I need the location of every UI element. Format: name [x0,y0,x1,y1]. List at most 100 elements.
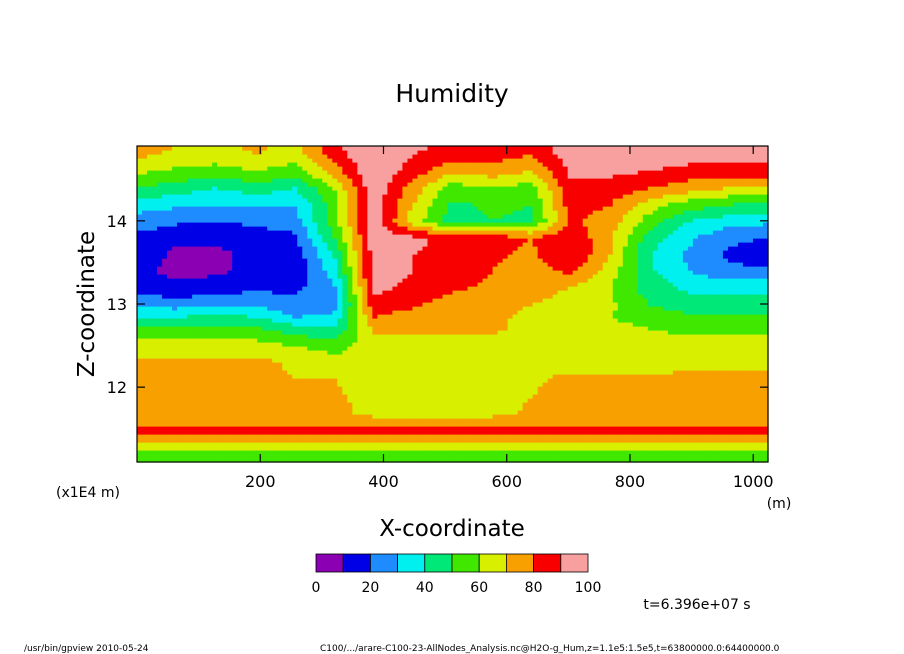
contour-cell [142,362,148,367]
contour-cell [562,398,569,403]
contour-cell [522,450,529,455]
contour-cell [137,378,143,383]
contour-cell [267,366,273,371]
contour-cell [192,438,198,443]
contour-cell [412,374,419,379]
contour-cell [757,310,764,315]
contour-cell [562,394,569,399]
contour-cell [382,342,388,347]
contour-cell [292,434,298,439]
contour-cell [272,414,278,419]
contour-cell [262,414,268,419]
contour-cell [342,358,348,363]
contour-cell [487,394,494,399]
contour-cell [702,326,709,331]
contour-cell [712,326,719,331]
contour-cell [472,430,479,435]
contour-cell [137,386,143,391]
contour-cell [582,374,589,379]
contour-cell [382,314,388,319]
contour-cell [492,442,499,447]
contour-cell [257,338,263,343]
contour-cell [452,458,459,463]
contour-cell [562,446,569,451]
contour-cell [487,386,494,391]
contour-cell [332,358,338,363]
contour-cell [402,458,409,463]
contour-cell [147,338,153,343]
contour-cell [517,330,524,335]
contour-cell [447,398,454,403]
contour-cell [757,410,764,415]
contour-cell [397,442,404,447]
contour-cell [292,398,298,403]
contour-cell [197,390,203,395]
contour-cell [627,386,634,391]
contour-cell [577,418,584,423]
contour-cell [487,426,494,431]
contour-cell [242,430,248,435]
contour-cell [407,446,414,451]
contour-cell [562,406,569,411]
contour-cell [177,386,183,391]
contour-cell [287,314,293,319]
contour-cell [437,326,444,331]
contour-cell [747,346,754,351]
contour-cell [162,430,168,435]
contour-cell [422,390,429,395]
contour-cell [667,334,674,339]
contour-cell [722,362,729,367]
contour-cell [752,426,759,431]
contour-cell [417,306,424,311]
contour-cell [722,450,729,455]
contour-cell [552,306,559,311]
contour-cell [647,426,654,431]
contour-cell [262,450,268,455]
contour-cell [167,414,173,419]
contour-cell [267,362,273,367]
contour-cell [322,306,328,311]
contour-cell [487,314,494,319]
contour-cell [392,434,399,439]
contour-cell [447,302,454,307]
contour-cell [537,370,544,375]
contour-cell [252,346,258,351]
contour-cell [447,350,454,355]
contour-cell [392,314,399,319]
contour-cell [307,306,313,311]
contour-cell [357,330,363,335]
contour-cell [217,438,223,443]
contour-cell [587,394,594,399]
contour-cell [627,454,634,459]
contour-cell [447,322,454,327]
contour-cell [242,410,248,415]
contour-cell [182,414,188,419]
contour-cell [362,374,368,379]
contour-cell [662,382,669,387]
contour-cell [382,310,388,315]
contour-cell [482,346,489,351]
contour-cell [372,362,378,367]
contour-cell [737,454,744,459]
contour-cell [267,322,273,327]
contour-cell [672,318,679,323]
contour-cell [492,326,499,331]
contour-cell [602,430,609,435]
contour-cell [407,318,414,323]
contour-cell [762,306,769,311]
contour-cell [707,406,714,411]
contour-cell [152,330,158,335]
contour-cell [272,430,278,435]
contour-cell [182,358,188,363]
contour-cell [417,366,424,371]
contour-cell [367,446,373,451]
contour-cell [172,354,178,359]
contour-cell [252,382,258,387]
contour-cell [442,446,449,451]
contour-cell [527,422,534,427]
contour-cell [262,454,268,459]
contour-cell [557,422,564,427]
contour-cell [497,358,504,363]
contour-cell [567,394,574,399]
contour-cell [567,442,574,447]
